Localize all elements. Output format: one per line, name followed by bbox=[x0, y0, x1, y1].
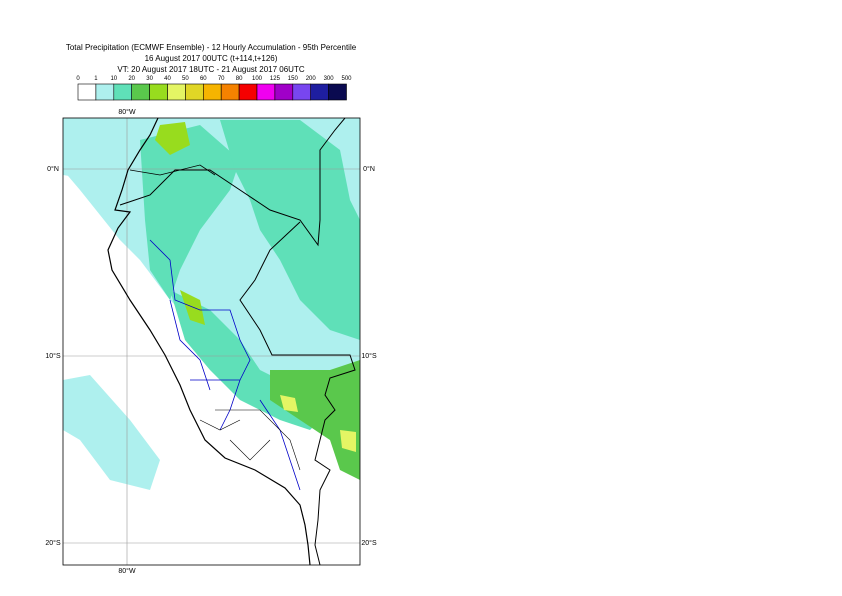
lat-label: 20°S bbox=[45, 539, 61, 547]
legend-label: 1 bbox=[94, 76, 98, 82]
legend-swatch bbox=[328, 83, 347, 101]
legend-label: 60 bbox=[200, 76, 207, 82]
legend-label: 80 bbox=[236, 76, 243, 82]
legend-swatch bbox=[203, 83, 222, 101]
lon-label: 80°W bbox=[118, 108, 136, 116]
legend: 0 1 10 20 30 40 50 60 70 80 100 125 150 200 300 500 bbox=[76, 76, 352, 101]
legend-label: 30 bbox=[146, 76, 153, 82]
legend-swatch bbox=[310, 83, 329, 101]
lat-label: 0°N bbox=[363, 165, 375, 173]
legend-label: 40 bbox=[164, 76, 171, 82]
legend-label: 10 bbox=[110, 76, 117, 82]
legend-swatch bbox=[77, 83, 97, 101]
legend-label: 200 bbox=[306, 76, 317, 82]
title-line: Total Precipitation (ECMWF Ensemble) - 1… bbox=[66, 43, 357, 52]
lat-label: 20°S bbox=[361, 539, 377, 547]
legend-label: 125 bbox=[270, 76, 281, 82]
legend-label: 50 bbox=[182, 76, 189, 82]
lon-label: 80°W bbox=[118, 567, 136, 575]
lat-label: 10°S bbox=[361, 352, 377, 360]
map bbox=[63, 118, 360, 565]
legend-label: 70 bbox=[218, 76, 225, 82]
legend-swatch bbox=[149, 83, 168, 101]
legend-swatch bbox=[292, 83, 311, 101]
legend-swatch bbox=[167, 83, 186, 101]
legend-swatch bbox=[185, 83, 204, 101]
legend-swatch bbox=[256, 83, 276, 101]
legend-label: 100 bbox=[252, 76, 263, 82]
title-line: 16 August 2017 00UTC (t+114,t+126) bbox=[145, 54, 278, 63]
legend-label: 500 bbox=[341, 76, 352, 82]
title-line: VT: 20 August 2017 18UTC - 21 August 201… bbox=[117, 65, 304, 74]
lat-label: 0°N bbox=[47, 165, 59, 173]
lat-label: 10°S bbox=[45, 352, 61, 360]
legend-swatch bbox=[274, 83, 294, 101]
legend-swatch bbox=[113, 83, 133, 101]
legend-label: 150 bbox=[288, 76, 299, 82]
legend-swatch bbox=[95, 83, 115, 101]
legend-label: 0 bbox=[76, 76, 80, 82]
map-frame bbox=[62, 117, 361, 566]
legend-swatch bbox=[220, 83, 240, 101]
legend-label: 300 bbox=[324, 76, 335, 82]
legend-label: 20 bbox=[128, 76, 135, 82]
legend-swatch bbox=[131, 83, 150, 101]
legend-swatch bbox=[238, 83, 258, 101]
